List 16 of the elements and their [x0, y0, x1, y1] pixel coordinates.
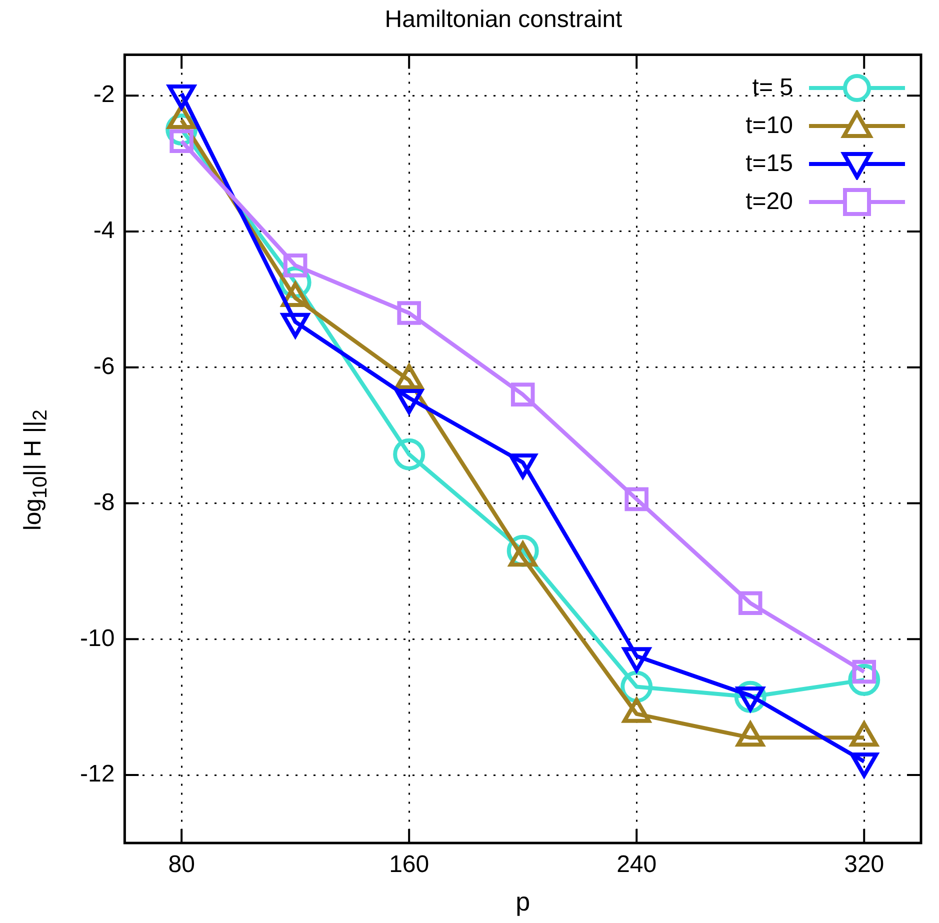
- x-tick-label: 240: [616, 851, 657, 878]
- legend-label: t=10: [746, 112, 793, 140]
- y-tick-label: -6: [93, 352, 115, 380]
- x-axis-title: p: [516, 886, 530, 917]
- legend-label: t=15: [746, 150, 793, 178]
- x-tick-label: 320: [844, 851, 884, 878]
- legend-label: t= 5: [752, 74, 793, 102]
- y-tick-label: -2: [93, 81, 115, 108]
- legend-label: t=20: [746, 188, 793, 216]
- x-tick-label: 80: [168, 851, 195, 878]
- y-tick-label: -8: [93, 488, 115, 516]
- x-tick-label: 160: [389, 851, 430, 878]
- y-tick-label: -4: [93, 217, 115, 244]
- y-tick-label: -10: [80, 624, 115, 652]
- y-tick-label: -12: [80, 760, 115, 788]
- chart-title: Hamiltonian constraint: [384, 6, 623, 34]
